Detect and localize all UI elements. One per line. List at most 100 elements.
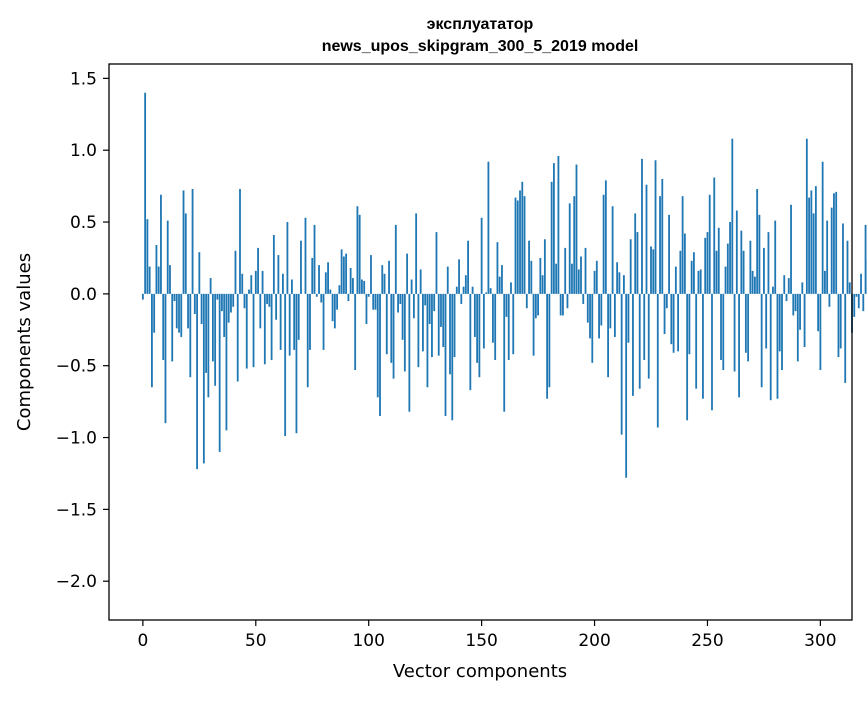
bar <box>555 264 557 294</box>
bar <box>628 294 630 343</box>
bar <box>284 294 286 436</box>
x-tick-label: 200 <box>578 631 610 651</box>
bar <box>503 294 505 412</box>
bar <box>646 185 648 294</box>
bar <box>815 186 817 294</box>
bar <box>469 294 471 390</box>
bar <box>713 178 715 294</box>
bar <box>840 294 842 349</box>
bar <box>777 294 779 399</box>
bar <box>630 239 632 294</box>
bar <box>183 190 185 293</box>
bar <box>763 248 765 294</box>
bar <box>210 278 212 294</box>
bar <box>180 294 182 337</box>
bar <box>415 213 417 293</box>
bar <box>856 294 858 297</box>
bar <box>406 254 408 294</box>
x-tick-label: 300 <box>804 631 836 651</box>
bar <box>192 189 194 294</box>
bar <box>393 294 395 379</box>
bar <box>442 294 444 347</box>
bar <box>810 190 812 293</box>
bar <box>327 262 329 294</box>
bar <box>212 294 214 362</box>
bar <box>296 294 298 433</box>
bar <box>203 294 205 464</box>
bar <box>632 294 634 396</box>
x-tick-label: 100 <box>352 631 384 651</box>
bar <box>858 294 860 308</box>
bar <box>217 294 219 300</box>
bar <box>305 218 307 294</box>
bar <box>384 274 386 294</box>
bar <box>510 282 512 293</box>
bar <box>711 294 713 410</box>
bar <box>817 294 819 331</box>
bar <box>648 294 650 379</box>
bar <box>835 192 837 294</box>
bar <box>560 294 562 316</box>
chart-title-model: news_upos_skipgram_300_5_2019 model <box>322 38 639 55</box>
bar <box>451 294 453 420</box>
bar <box>655 160 657 294</box>
bar <box>198 252 200 294</box>
bar <box>808 198 810 294</box>
bar <box>314 225 316 294</box>
bar <box>176 294 178 328</box>
bar <box>664 294 666 334</box>
bar <box>239 189 241 294</box>
bar <box>282 274 284 294</box>
bar <box>372 294 374 310</box>
bar <box>357 206 359 294</box>
bar <box>404 294 406 372</box>
bar <box>408 294 410 412</box>
bar <box>844 294 846 383</box>
bar <box>205 294 207 373</box>
bar <box>413 294 415 318</box>
bar <box>363 281 365 294</box>
bar <box>492 294 494 343</box>
bar <box>359 215 361 294</box>
bar <box>691 261 693 294</box>
bar <box>589 294 591 339</box>
bar <box>397 294 399 313</box>
bar <box>749 241 751 294</box>
bar <box>526 294 528 308</box>
bar <box>429 294 431 324</box>
bar <box>458 259 460 293</box>
bar <box>298 294 300 340</box>
bar <box>341 249 343 294</box>
bar <box>259 294 261 328</box>
bar <box>729 222 731 294</box>
bar <box>142 294 144 300</box>
bar <box>241 274 243 294</box>
y-tick-label: −1.5 <box>56 500 97 520</box>
bar <box>494 294 496 360</box>
bar <box>165 294 167 423</box>
x-axis-label: Vector components <box>393 661 567 682</box>
bar <box>196 294 198 469</box>
bar <box>824 271 826 294</box>
bar <box>806 139 808 294</box>
chart-title-word: эксплуататор <box>427 16 534 33</box>
bar <box>472 287 474 294</box>
bar <box>485 292 487 293</box>
bar <box>167 221 169 294</box>
bar <box>591 294 593 363</box>
bar <box>779 294 781 351</box>
bar <box>698 271 700 294</box>
bar <box>395 225 397 294</box>
bar <box>517 200 519 293</box>
bar <box>761 294 763 387</box>
bar <box>670 294 672 344</box>
bar <box>657 294 659 428</box>
bar <box>781 294 783 370</box>
bar <box>804 294 806 347</box>
bar <box>449 294 451 374</box>
bar <box>338 285 340 294</box>
bar <box>521 182 523 294</box>
bar <box>388 261 390 294</box>
bar <box>237 294 239 382</box>
